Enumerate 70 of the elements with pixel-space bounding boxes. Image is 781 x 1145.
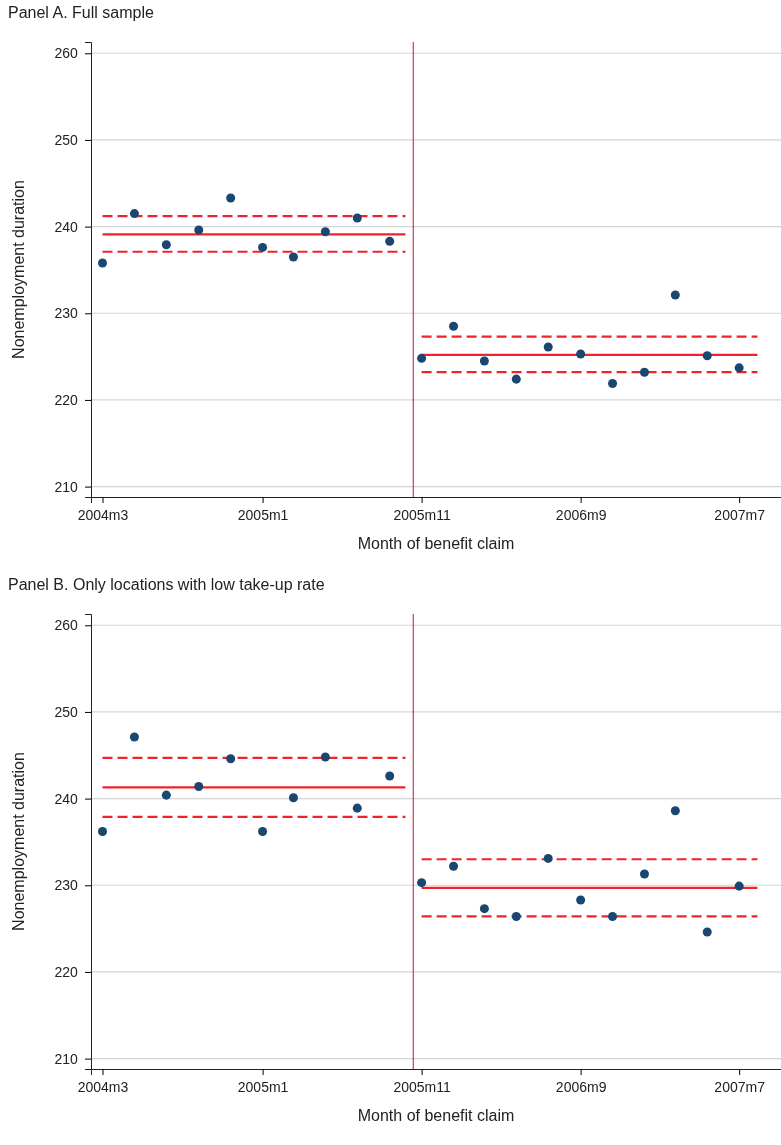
point [258, 827, 268, 837]
x-tick-label: 2004m3 [77, 1079, 129, 1095]
point [702, 927, 712, 937]
y-axis-title: Nonemployment duration [10, 180, 27, 359]
point [608, 911, 618, 921]
point [639, 869, 649, 879]
point [97, 258, 108, 268]
y-axis-title: Nonemployment duration [10, 752, 27, 931]
point [449, 321, 459, 331]
point [417, 353, 427, 363]
x-tick-label: 2006m9 [555, 507, 607, 523]
point [352, 213, 362, 223]
y-tick-label: 240 [54, 218, 79, 235]
x-axis-title: Month of benefit claim [357, 1107, 515, 1124]
point [161, 790, 171, 800]
y-tick-label: 210 [54, 478, 79, 495]
point [417, 878, 427, 888]
point [479, 356, 489, 366]
point [352, 803, 362, 813]
point [511, 911, 521, 921]
point [258, 242, 268, 252]
point [320, 227, 330, 237]
x-tick-label: 2005m1 [237, 507, 289, 523]
point [385, 771, 395, 781]
y-tick-label: 240 [54, 790, 79, 807]
x-tick-label: 2005m1 [237, 1079, 289, 1095]
point [161, 240, 171, 250]
point [576, 349, 586, 359]
point [385, 236, 395, 246]
y-tick-label: 260 [54, 617, 79, 634]
point [734, 881, 744, 891]
y-tick-label: 220 [54, 391, 79, 408]
point [639, 367, 649, 377]
point [449, 861, 459, 871]
point [702, 351, 712, 361]
x-tick-label: 2004m3 [77, 507, 129, 523]
point [543, 853, 553, 863]
y-tick-label: 250 [54, 703, 79, 720]
point [226, 754, 236, 764]
point [670, 290, 680, 300]
y-tick-label: 220 [54, 963, 79, 980]
point [194, 781, 204, 791]
point [226, 193, 236, 203]
point [194, 225, 204, 235]
point [543, 342, 553, 352]
x-tick-label: 2007m7 [714, 1079, 766, 1095]
x-tick-label: 2005m11 [393, 1079, 451, 1095]
point [97, 827, 108, 837]
y-tick-label: 230 [54, 877, 79, 894]
point [511, 374, 521, 384]
point [288, 793, 298, 803]
point [734, 363, 744, 373]
y-tick-label: 210 [54, 1050, 79, 1067]
y-tick-label: 260 [54, 45, 79, 62]
x-axis-title: Month of benefit claim [357, 535, 515, 552]
x-tick-label: 2005m11 [393, 507, 451, 523]
point [320, 752, 330, 762]
chart-title: Panel A. Full sample [8, 4, 154, 21]
point [670, 806, 680, 816]
point [479, 904, 489, 914]
chart-title: Panel B. Only locations with low take-up rate [8, 576, 325, 593]
point [129, 209, 139, 219]
x-tick-label: 2006m9 [555, 1079, 607, 1095]
point [576, 895, 586, 905]
y-tick-label: 230 [54, 305, 79, 322]
x-tick-label: 2007m7 [714, 507, 766, 523]
point [129, 732, 139, 742]
point [608, 378, 618, 388]
y-tick-label: 250 [54, 131, 79, 148]
point [288, 252, 298, 262]
